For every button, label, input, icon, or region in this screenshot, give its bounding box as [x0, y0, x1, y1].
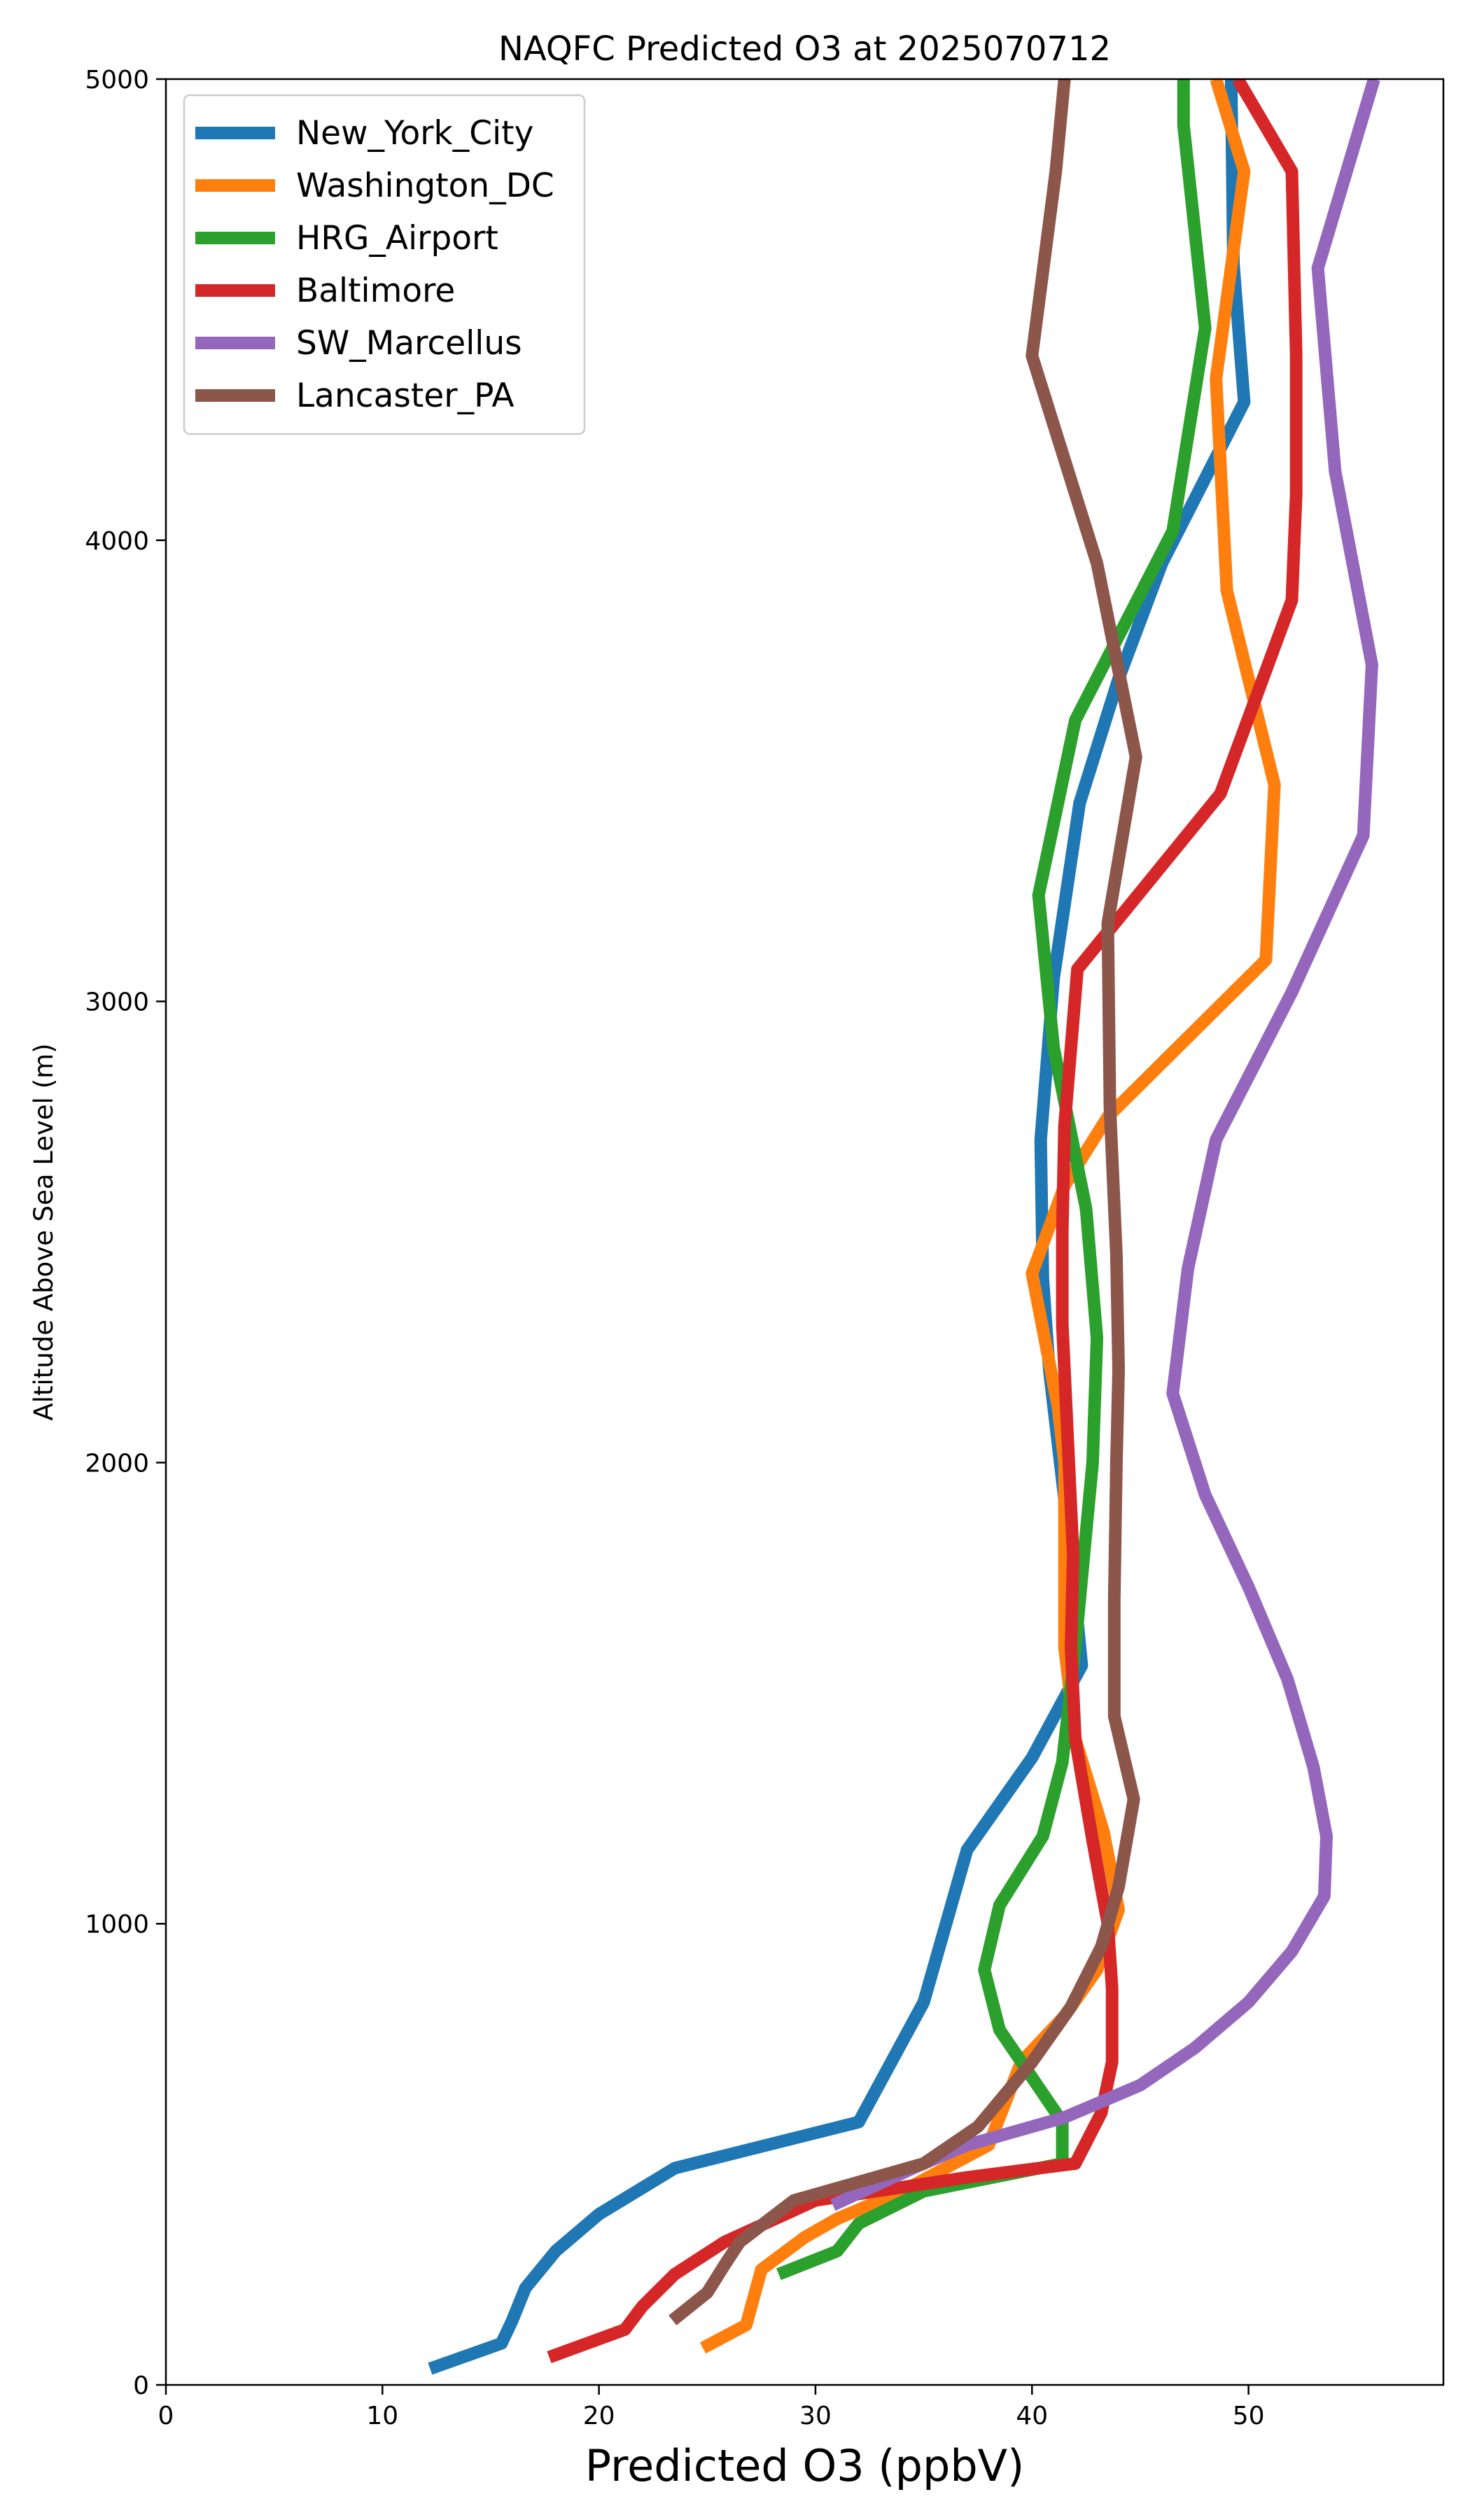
y-axis-ticks: 0 1000 2000 3000 4000 5000 [85, 66, 166, 2400]
legend-item: HRG_Airport [195, 219, 498, 258]
legend-label: Washington_DC [296, 167, 554, 205]
x-tick-label: 20 [583, 2402, 615, 2430]
x-tick-label: 10 [366, 2402, 398, 2430]
legend-item: Lancaster_PA [195, 377, 514, 415]
legend: New_York_City Washington_DC HRG_Airport Bal… [183, 94, 586, 435]
x-tick-label: 30 [799, 2402, 832, 2430]
y-tick-label: 5000 [85, 66, 149, 94]
x-tick-label: 50 [1233, 2402, 1265, 2430]
y-tick-label: 2000 [85, 1449, 149, 1478]
y-tick-label: 1000 [85, 1910, 149, 1939]
y-tick-label: 3000 [85, 988, 149, 1017]
y-tick-label: 0 [133, 2372, 149, 2400]
y-tick-label: 4000 [85, 527, 149, 556]
legend-item: Baltimore [195, 272, 455, 310]
series-line-sw-marcellus [830, 79, 1380, 2211]
legend-item: SW_Marcellus [195, 324, 522, 363]
axes-frame [164, 78, 1445, 2386]
x-axis-label: Predicted O3 (ppbV) [585, 2440, 1025, 2491]
legend-label: Lancaster_PA [296, 377, 514, 415]
series-line-lancaster-pa [668, 79, 1142, 2325]
chart-title: NAQFC Predicted O3 at 2025070712 [498, 29, 1111, 69]
legend-item: New_York_City [195, 114, 533, 153]
x-tick-label: 40 [1016, 2402, 1048, 2430]
plot-lines [428, 79, 1380, 2375]
y-axis-label: Altitude Above Sea Level (m) [29, 1043, 59, 1420]
x-axis-ticks: 0 10 20 30 40 50 [158, 2385, 1265, 2430]
legend-item: Washington_DC [195, 167, 554, 205]
legend-label: SW_Marcellus [296, 324, 522, 363]
legend-label: New_York_City [296, 114, 533, 153]
legend-label: HRG_Airport [296, 219, 498, 258]
legend-label: Baltimore [296, 272, 455, 310]
legend-box [183, 94, 586, 435]
x-tick-label: 0 [158, 2402, 174, 2430]
